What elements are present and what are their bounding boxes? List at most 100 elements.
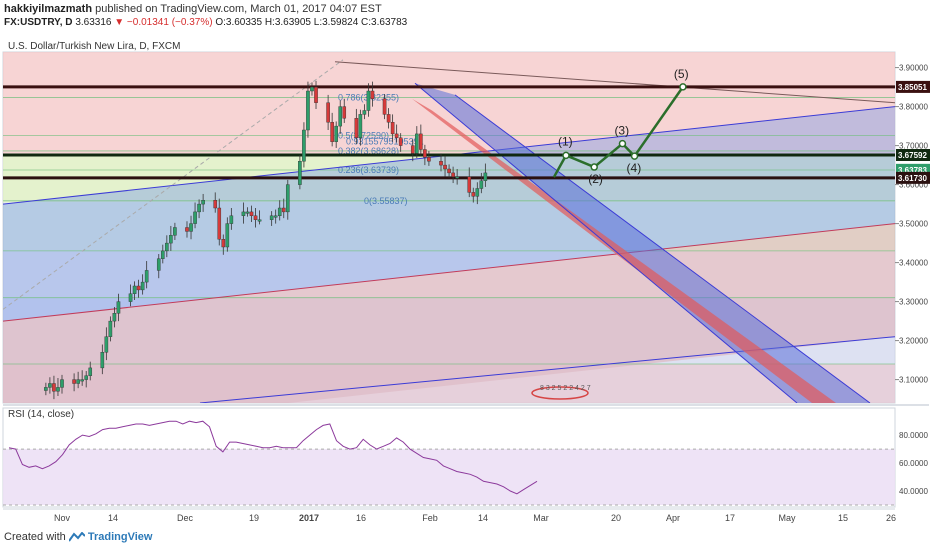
candle-body (253, 215, 258, 220)
tradingview-logo-icon (68, 531, 88, 543)
candle-body (285, 184, 290, 213)
footer: Created with TradingView (4, 531, 152, 543)
price-tick-label: 3.90000 (899, 64, 928, 73)
symbol-ohlc-line: FX:USDTRY, D 3.63316 ▼ −0.01341 (−0.37%)… (4, 17, 407, 28)
rsi-tick-label: 80.0000 (899, 431, 928, 440)
candle-body (269, 215, 274, 220)
candle-body (185, 227, 189, 232)
time-tick-label: Dec (177, 513, 194, 523)
fib-level-label: 0.93155795105391 (346, 137, 424, 147)
candle-body (273, 215, 278, 218)
candle-body (100, 352, 105, 369)
candle-body (326, 102, 330, 123)
wave-label: (3) (614, 124, 629, 138)
indicator-icons: 8 3 2 5 2 2 4 2 7 (531, 385, 591, 400)
tradingview-brand[interactable]: TradingView (87, 531, 153, 543)
rsi-tick-label: 40.0000 (899, 487, 928, 496)
candle-body (72, 379, 76, 384)
candle-body (156, 258, 161, 271)
candlestick-series (44, 80, 488, 400)
candle-body (419, 133, 423, 150)
symbol-label: FX:USDTRY, D (4, 17, 73, 28)
candle-body (390, 121, 395, 135)
time-tick-label: Feb (422, 513, 438, 523)
wave-node (618, 139, 627, 148)
time-tick-label: 15 (838, 513, 848, 523)
descending-resistance-line (334, 61, 895, 104)
open-value: O:3.60335 (215, 17, 263, 28)
candle-body (475, 188, 480, 197)
candle-body (281, 207, 286, 213)
candle-body (439, 160, 443, 166)
candle-body (56, 387, 60, 392)
low-value: L:3.59824 (313, 17, 359, 28)
price-tag-label: 3.67592 (898, 151, 927, 160)
wave-node (590, 163, 598, 171)
candle-body (443, 164, 447, 170)
zone-rising-channel (3, 106, 895, 322)
rsi-pane: 80.0000 60.0000 40.0000 (3, 420, 928, 506)
time-tick-label: 14 (478, 513, 488, 523)
fib-level-label: 0(3.55837) (364, 196, 408, 206)
wave-node (679, 83, 687, 91)
candle-body (213, 199, 218, 209)
candle-body (165, 242, 169, 252)
candle-body (84, 375, 88, 380)
time-tick-label: 20 (611, 513, 621, 523)
price-tick-label: 3.60000 (899, 181, 928, 190)
wave-label: (1) (558, 134, 573, 148)
candle-body (398, 137, 403, 146)
candle-body (277, 207, 282, 217)
price-tick-label: 3.20000 (899, 337, 928, 346)
candle-body (169, 235, 173, 244)
descending-channel-edge (414, 82, 798, 403)
price-tick-label: 3.80000 (899, 103, 928, 112)
time-tick-label: 2017 (299, 513, 319, 523)
candle-body (423, 149, 427, 158)
descending-channel-edge (454, 94, 871, 403)
price-tag-label: 3.61730 (898, 174, 927, 183)
candle-body (221, 238, 226, 248)
descending-channel-blue (415, 83, 870, 403)
time-tick-label: Apr (666, 513, 680, 523)
created-with-label: Created with (4, 531, 66, 543)
candle-body (370, 90, 375, 99)
candle-body (302, 129, 306, 162)
price-tag-label: 3.85051 (898, 83, 927, 92)
trend-channels (3, 59, 895, 403)
candle-body (342, 106, 347, 119)
candle-body (358, 114, 363, 139)
candle-body (48, 383, 52, 388)
price-axis[interactable]: 3.90000 3.80000 3.70000 3.60000 3.50000 3.400… (895, 64, 930, 385)
time-tick-label: 17 (725, 513, 735, 523)
candle-body (136, 285, 141, 291)
wave-node (562, 151, 570, 160)
time-axis[interactable]: Nov 14 Dec 19 2017 16 Feb 14 Mar 20 Apr 17 May 15 26 (3, 508, 896, 523)
candle-body (415, 133, 419, 154)
author-name[interactable]: hakkiyilmazmath (4, 3, 93, 15)
horizontal-levels (3, 85, 895, 180)
candle-body (197, 203, 201, 213)
time-tick-label: 16 (356, 513, 366, 523)
zone-bottom-red (3, 364, 895, 403)
price-tick-label: 3.10000 (899, 376, 928, 385)
candle-body (451, 172, 455, 177)
price-tick-label: 3.70000 (899, 142, 928, 151)
candle-body (366, 90, 371, 111)
candle-body (334, 125, 338, 142)
candle-body (193, 211, 197, 224)
candle-body (479, 180, 484, 189)
candle-body (314, 86, 318, 103)
candle-body (229, 215, 234, 224)
candle-body (410, 145, 415, 154)
candle-body (467, 176, 472, 193)
candle-body (427, 157, 431, 162)
candle-body (60, 379, 64, 388)
time-tick-label: 14 (108, 513, 118, 523)
candle-body (104, 336, 109, 353)
time-tick-label: 19 (249, 513, 259, 523)
fib-level-label: 0.5(3.72590) (338, 130, 389, 140)
candle-body (310, 86, 314, 92)
candle-body (52, 383, 56, 392)
